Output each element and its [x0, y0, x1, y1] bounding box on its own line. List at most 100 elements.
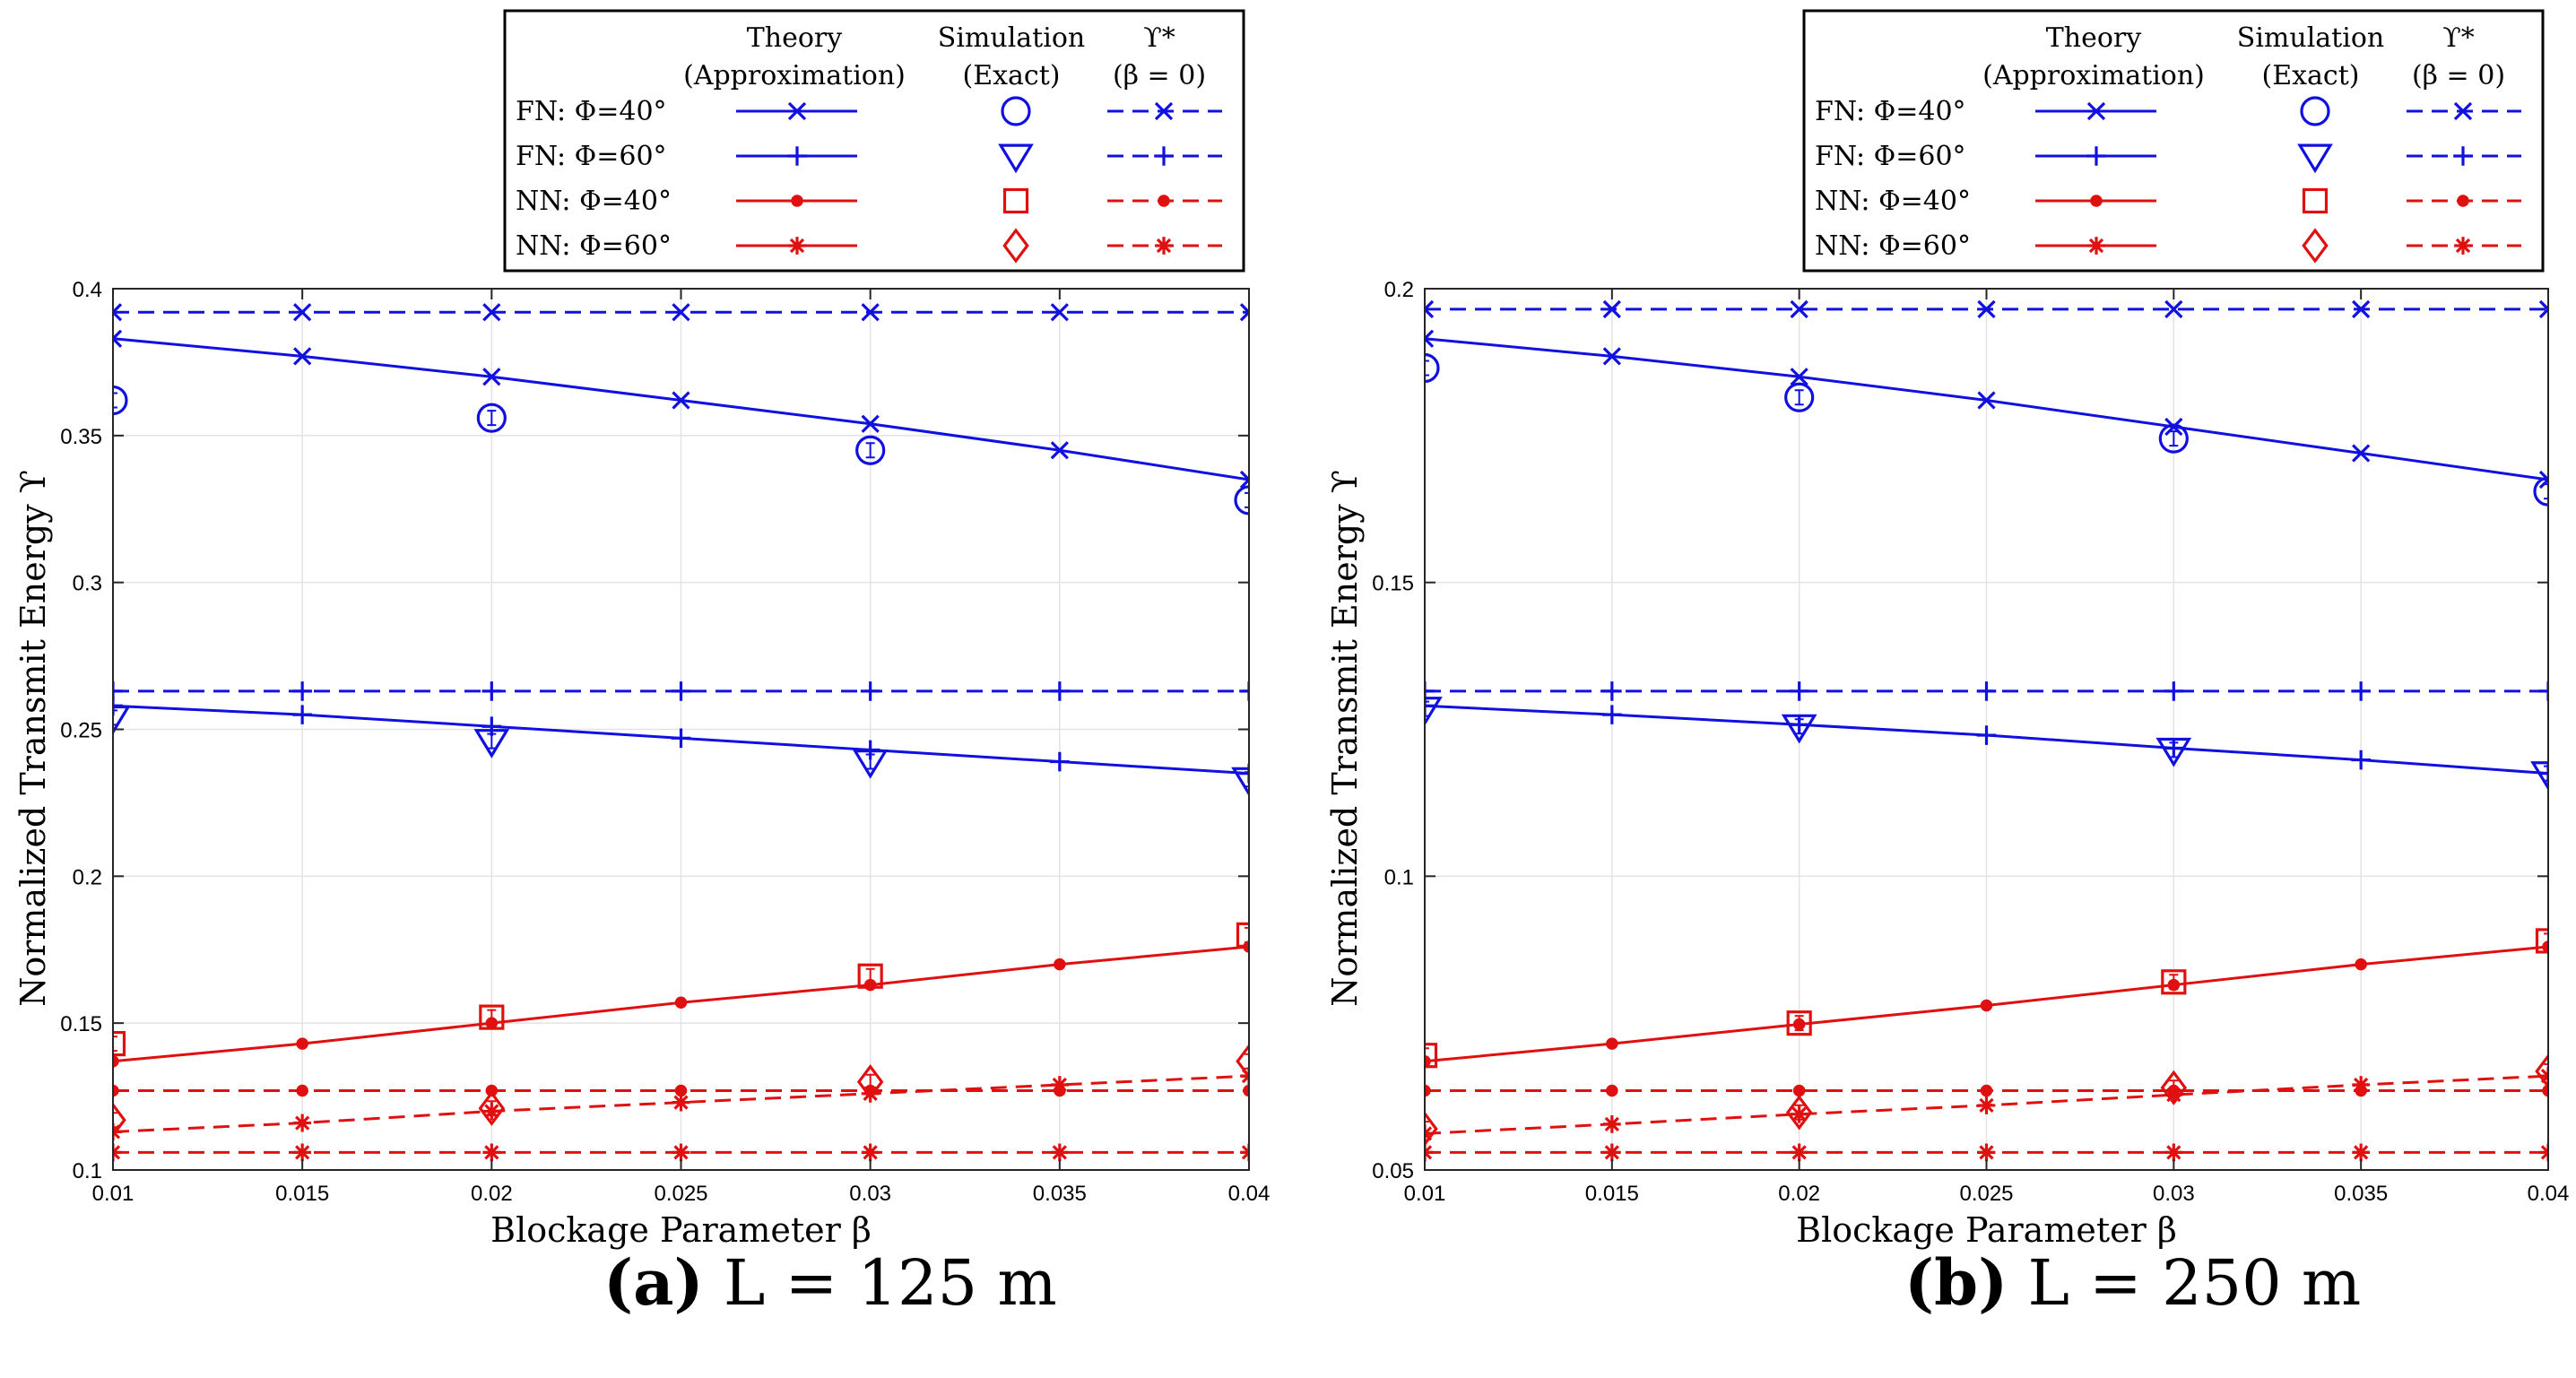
sim-1-point — [1781, 714, 1817, 744]
sim-3-point — [2535, 1053, 2548, 1089]
error-bar — [1425, 360, 1429, 377]
legend-ideal-marker — [2453, 101, 2473, 121]
series-7-point — [672, 1143, 690, 1162]
dot-marker — [113, 1055, 119, 1068]
series-5-point — [2538, 681, 2548, 701]
error-bar — [487, 1100, 497, 1117]
series-7-point — [861, 1143, 880, 1162]
error-bar — [1794, 389, 1804, 406]
triangle-marker — [113, 705, 131, 735]
series-6-point — [1425, 1084, 1431, 1097]
sim-1-point — [1425, 697, 1443, 726]
legend-ideal-marker — [1154, 101, 1174, 121]
legend-entry-label: NN: Φ=40° — [1815, 186, 1971, 217]
triangle-marker — [2530, 761, 2548, 791]
legend-header-theory-sub: (Approximation) — [1982, 60, 2205, 91]
legend-header-simulation: Simulation — [938, 22, 1085, 54]
series-5-point — [1602, 681, 1622, 701]
series-2-point — [1980, 999, 1993, 1012]
series-2-point — [1054, 958, 1066, 971]
series-6-point — [2355, 1084, 2367, 1097]
dot-marker — [1158, 195, 1170, 207]
x-tick-label: 0.015 — [275, 1182, 329, 1206]
error-bar — [113, 392, 117, 409]
star-marker — [293, 1114, 312, 1132]
x-marker — [113, 329, 123, 348]
series-5-point — [113, 681, 123, 701]
diamond-marker — [2160, 1070, 2188, 1105]
series-7-point — [482, 1143, 501, 1162]
series-6-point — [674, 1084, 688, 1097]
error-bar — [1425, 1121, 1429, 1138]
caption-letter: (b) — [1904, 1245, 2008, 1320]
chart-panel-a: 0.01 0.015 0.02 0.025 0.03 0.035 0.04 0.1 0.15 0.… — [13, 9, 1270, 1320]
diamond-marker — [2535, 1053, 2548, 1089]
sim-0-point — [1784, 382, 1815, 412]
ticks: 0.01 0.015 0.02 0.025 0.03 0.035 0.04 0.05 0.1 0.… — [1372, 278, 2569, 1206]
series-5-point — [292, 681, 312, 701]
series-0-point — [1239, 470, 1249, 490]
y-tick-label: 0.2 — [1384, 278, 1414, 302]
sim-0-point — [2533, 476, 2548, 507]
square-marker — [2302, 187, 2329, 214]
x-tick-label: 0.02 — [1778, 1182, 1820, 1206]
error-bar — [865, 753, 875, 770]
diamond-marker — [856, 1064, 884, 1100]
legend: Theory (Approximation) Simulation (Exact) ϒ*… — [1802, 9, 2545, 273]
panel-caption: (b) L = 250 m — [1904, 1245, 2361, 1320]
legend-header-theory-sub: (Approximation) — [683, 60, 906, 91]
sim-1-point — [113, 705, 131, 735]
plus-marker — [1976, 725, 1997, 745]
error-bar — [865, 442, 875, 459]
series-1-point — [2538, 763, 2548, 784]
series-7-point — [1977, 1143, 1996, 1162]
series-1-point — [1050, 751, 1070, 772]
x-marker — [787, 101, 807, 121]
x-marker — [1050, 303, 1069, 322]
series-0-point — [113, 329, 123, 348]
series-0-point — [482, 368, 501, 386]
square-marker — [2161, 969, 2187, 995]
x-marker — [2352, 444, 2371, 463]
series-0-point — [861, 414, 880, 433]
series-4-point — [293, 303, 312, 322]
plus-marker — [2351, 750, 2371, 770]
triangle-marker — [1231, 767, 1249, 797]
triangle-marker — [998, 143, 1034, 174]
series-group — [1425, 299, 2548, 1162]
series-7-point — [1790, 1143, 1808, 1162]
error-bar — [487, 1009, 497, 1026]
legend-box — [503, 9, 1245, 273]
dot-marker — [1980, 999, 1993, 1012]
x-marker — [861, 414, 880, 433]
series-5-point — [1239, 681, 1249, 701]
plus-marker — [1050, 751, 1070, 772]
plus-marker — [1425, 681, 1435, 701]
error-bar — [487, 410, 497, 427]
series-5-point — [860, 681, 880, 701]
caption-text: L = 125 m — [704, 1246, 1057, 1320]
triangle-marker — [852, 750, 889, 779]
error-bar — [1794, 718, 1804, 735]
x-marker — [672, 303, 690, 322]
circle-marker — [476, 403, 507, 433]
y-axis-label: Normalized Transmit Energy ϒ — [1325, 470, 1365, 1007]
y-tick-label: 0.1 — [73, 1159, 102, 1183]
y-tick-label: 0.15 — [60, 1012, 102, 1036]
legend-entry-label: NN: Φ=60° — [516, 230, 672, 262]
error-bar — [2544, 1062, 2548, 1079]
legend-sim-marker — [1002, 228, 1029, 264]
sim-0-point — [855, 435, 886, 465]
star-marker — [672, 1143, 690, 1162]
series-0-point — [293, 347, 312, 366]
series-0-point — [672, 391, 690, 410]
error-bar — [2169, 974, 2179, 991]
y-tick-label: 0.05 — [1372, 1159, 1414, 1183]
dot-marker — [1243, 1084, 1249, 1097]
square-marker — [1002, 187, 1029, 214]
error-bar — [865, 967, 875, 984]
series-5-point — [1425, 681, 1435, 701]
legend-header-ideal-sub: (β = 0) — [2412, 60, 2505, 91]
legend-sim-marker — [2300, 96, 2330, 126]
